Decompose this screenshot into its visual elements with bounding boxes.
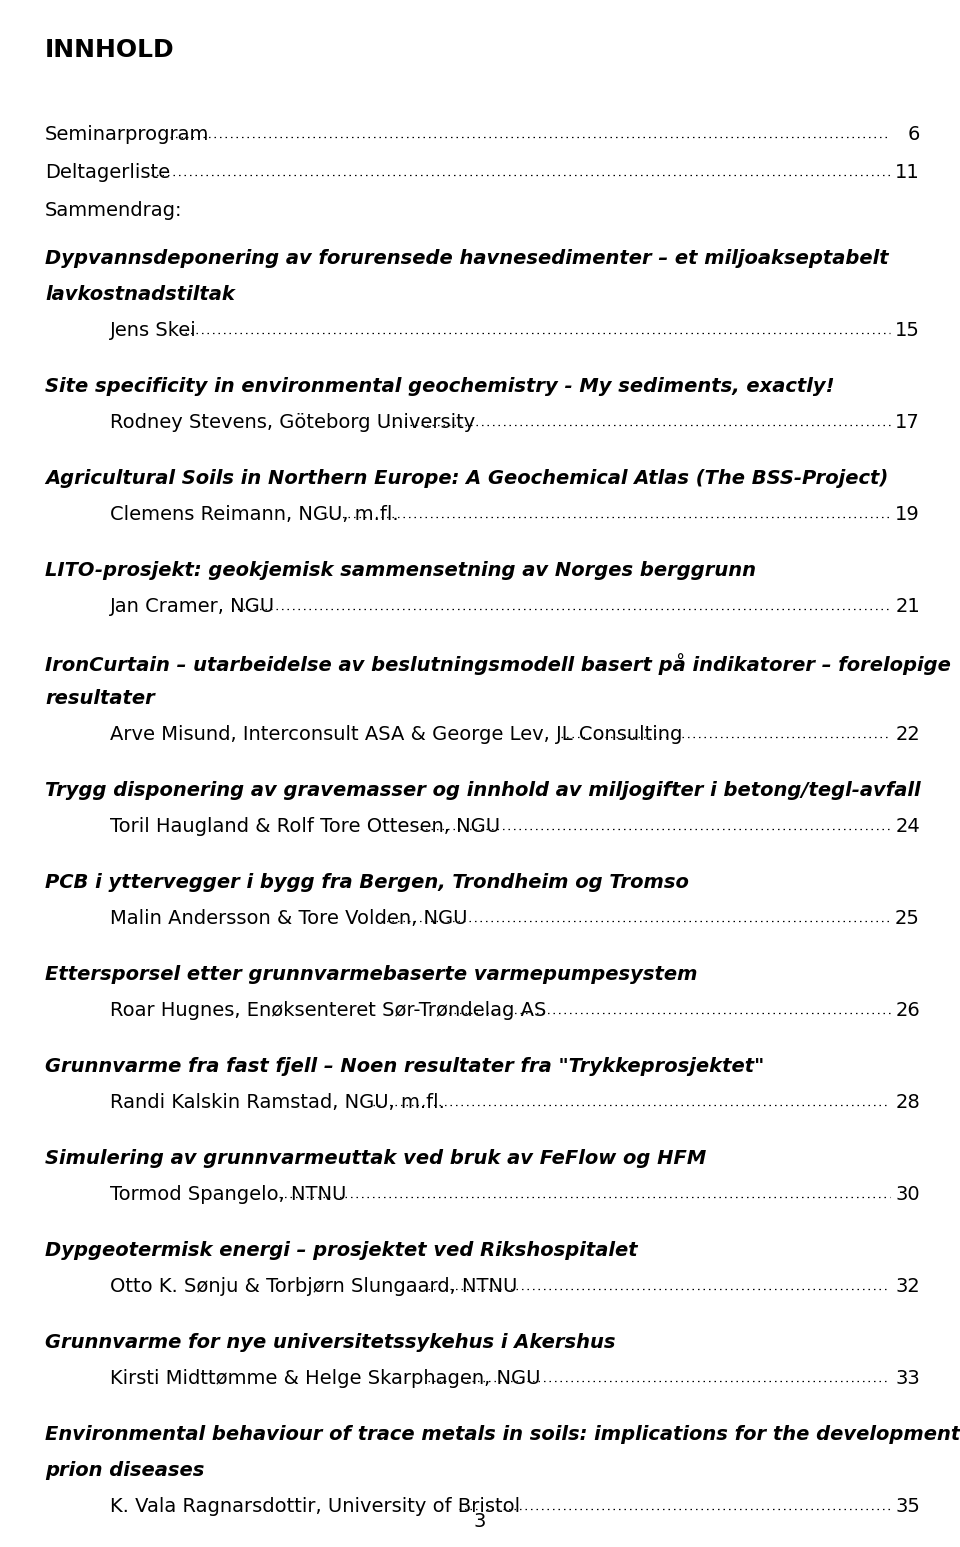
Text: Toril Haugland & Rolf Tore Ottesen, NGU: Toril Haugland & Rolf Tore Ottesen, NGU	[110, 817, 500, 835]
Text: Otto K. Sønju & Torbjørn Slungaard, NTNU: Otto K. Sønju & Torbjørn Slungaard, NTNU	[110, 1276, 517, 1296]
Text: Dypgeotermisk energi – prosjektet ved Rikshospitalet: Dypgeotermisk energi – prosjektet ved Ri…	[45, 1241, 637, 1259]
Text: 3: 3	[474, 1511, 486, 1532]
Text: Grunnvarme for nye universitetssykehus i Akershus: Grunnvarme for nye universitetssykehus i…	[45, 1334, 615, 1352]
Text: K. Vala Ragnarsdottir, University of Bristol: K. Vala Ragnarsdottir, University of Bri…	[110, 1497, 520, 1516]
Text: 15: 15	[895, 320, 920, 340]
Text: Randi Kalskin Ramstad, NGU, m.fl.: Randi Kalskin Ramstad, NGU, m.fl.	[110, 1094, 444, 1112]
Text: 33: 33	[896, 1369, 920, 1388]
Text: INNHOLD: INNHOLD	[45, 39, 175, 62]
Text: 25: 25	[895, 910, 920, 928]
Text: lavkostnadstiltak: lavkostnadstiltak	[45, 285, 235, 305]
Text: Ettersporsel etter grunnvarmebaserte varmepumpesystem: Ettersporsel etter grunnvarmebaserte var…	[45, 965, 698, 984]
Text: Grunnvarme fra fast fjell – Noen resultater fra "Trykkeprosjektet": Grunnvarme fra fast fjell – Noen resulta…	[45, 1057, 764, 1077]
Text: IronCurtain – utarbeidelse av beslutningsmodell basert på indikatorer – forelopi: IronCurtain – utarbeidelse av beslutning…	[45, 653, 950, 674]
Text: Rodney Stevens, Göteborg University: Rodney Stevens, Göteborg University	[110, 413, 475, 432]
Text: 28: 28	[896, 1094, 920, 1112]
Text: 6: 6	[907, 125, 920, 144]
Text: LITO-prosjekt: geokjemisk sammensetning av Norges berggrunn: LITO-prosjekt: geokjemisk sammensetning …	[45, 562, 756, 580]
Text: 21: 21	[896, 597, 920, 616]
Text: Jens Skei: Jens Skei	[110, 320, 197, 340]
Text: Arve Misund, Interconsult ASA & George Lev, JL Consulting: Arve Misund, Interconsult ASA & George L…	[110, 726, 683, 744]
Text: Dypvannsdeponering av forurensede havnesedimenter – et miljoakseptabelt: Dypvannsdeponering av forurensede havnes…	[45, 249, 889, 268]
Text: 19: 19	[896, 504, 920, 524]
Text: Trygg disponering av gravemasser og innhold av miljogifter i betong/tegl-avfall: Trygg disponering av gravemasser og innh…	[45, 781, 921, 800]
Text: 32: 32	[896, 1276, 920, 1296]
Text: 17: 17	[896, 413, 920, 432]
Text: 11: 11	[896, 162, 920, 183]
Text: 30: 30	[896, 1185, 920, 1204]
Text: 35: 35	[895, 1497, 920, 1516]
Text: Agricultural Soils in Northern Europe: A Geochemical Atlas (The BSS-Project): Agricultural Soils in Northern Europe: A…	[45, 469, 888, 487]
Text: Roar Hugnes, Enøksenteret Sør-Trøndelag AS: Roar Hugnes, Enøksenteret Sør-Trøndelag …	[110, 1001, 546, 1019]
Text: Sammendrag:: Sammendrag:	[45, 201, 182, 220]
Text: Kirsti Midttømme & Helge Skarphagen, NGU: Kirsti Midttømme & Helge Skarphagen, NGU	[110, 1369, 540, 1388]
Text: 26: 26	[896, 1001, 920, 1019]
Text: prion diseases: prion diseases	[45, 1460, 204, 1480]
Text: Malin Andersson & Tore Volden, NGU: Malin Andersson & Tore Volden, NGU	[110, 910, 468, 928]
Text: PCB i yttervegger i bygg fra Bergen, Trondheim og Tromso: PCB i yttervegger i bygg fra Bergen, Tro…	[45, 873, 689, 893]
Text: Clemens Reimann, NGU, m.fl.: Clemens Reimann, NGU, m.fl.	[110, 504, 398, 524]
Text: Seminarprogram: Seminarprogram	[45, 125, 209, 144]
Text: 24: 24	[896, 817, 920, 835]
Text: 22: 22	[896, 726, 920, 744]
Text: Site specificity in environmental geochemistry - My sediments, exactly!: Site specificity in environmental geoche…	[45, 377, 834, 396]
Text: Simulering av grunnvarmeuttak ved bruk av FeFlow og HFM: Simulering av grunnvarmeuttak ved bruk a…	[45, 1149, 707, 1168]
Text: resultater: resultater	[45, 688, 155, 709]
Text: Environmental behaviour of trace metals in soils: implications for the developme: Environmental behaviour of trace metals …	[45, 1425, 960, 1443]
Text: Jan Cramer, NGU: Jan Cramer, NGU	[110, 597, 276, 616]
Text: Tormod Spangelo, NTNU: Tormod Spangelo, NTNU	[110, 1185, 347, 1204]
Text: Deltagerliste: Deltagerliste	[45, 162, 170, 183]
